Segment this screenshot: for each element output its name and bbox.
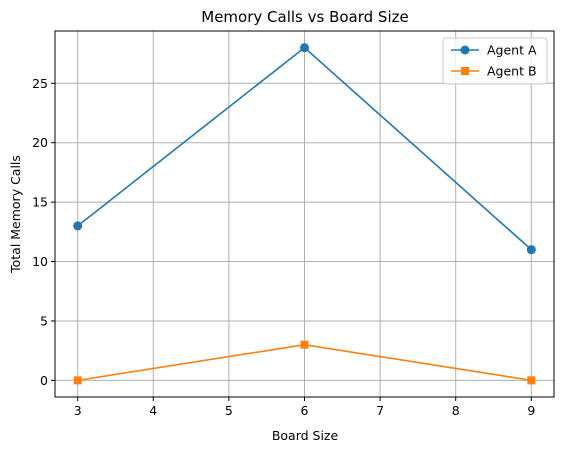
y-tick-label: 5	[40, 313, 48, 328]
legend-marker	[460, 45, 470, 55]
x-tick-label: 3	[74, 403, 82, 418]
y-tick-label: 0	[40, 373, 48, 388]
series-layer	[73, 43, 536, 385]
data-point	[73, 376, 82, 385]
x-tick-label: 8	[452, 403, 460, 418]
data-point	[527, 376, 536, 385]
y-tick-label: 10	[32, 254, 48, 269]
y-tick-label: 15	[32, 195, 48, 210]
x-tick-label: 7	[376, 403, 384, 418]
x-tick-label: 5	[225, 403, 233, 418]
y-tick-label: 25	[32, 76, 48, 91]
x-axis-label: Board Size	[272, 428, 339, 443]
legend: Agent A Agent B	[442, 37, 548, 85]
x-tick-label: 6	[301, 403, 309, 418]
x-tick-label: 9	[527, 403, 535, 418]
y-axis-label: Total Memory Calls	[8, 155, 23, 274]
x-tick-label: 4	[149, 403, 157, 418]
y-tick-label: 20	[32, 135, 48, 150]
axis-ticks: 3 4 5 6 7 8 9 0 5 10 15 20 25	[32, 76, 535, 418]
legend-label: Agent B	[487, 64, 537, 79]
data-point	[300, 340, 309, 349]
legend-label: Agent A	[487, 43, 537, 58]
legend-item: Agent A	[451, 43, 537, 58]
data-point	[526, 245, 536, 255]
data-point	[300, 43, 309, 53]
series-agent-b	[73, 340, 536, 385]
series-agent-a	[73, 43, 536, 255]
legend-marker	[461, 67, 469, 75]
chart-title: Memory Calls vs Board Size	[201, 8, 408, 26]
data-point	[73, 221, 83, 231]
legend-item: Agent B	[451, 64, 537, 79]
